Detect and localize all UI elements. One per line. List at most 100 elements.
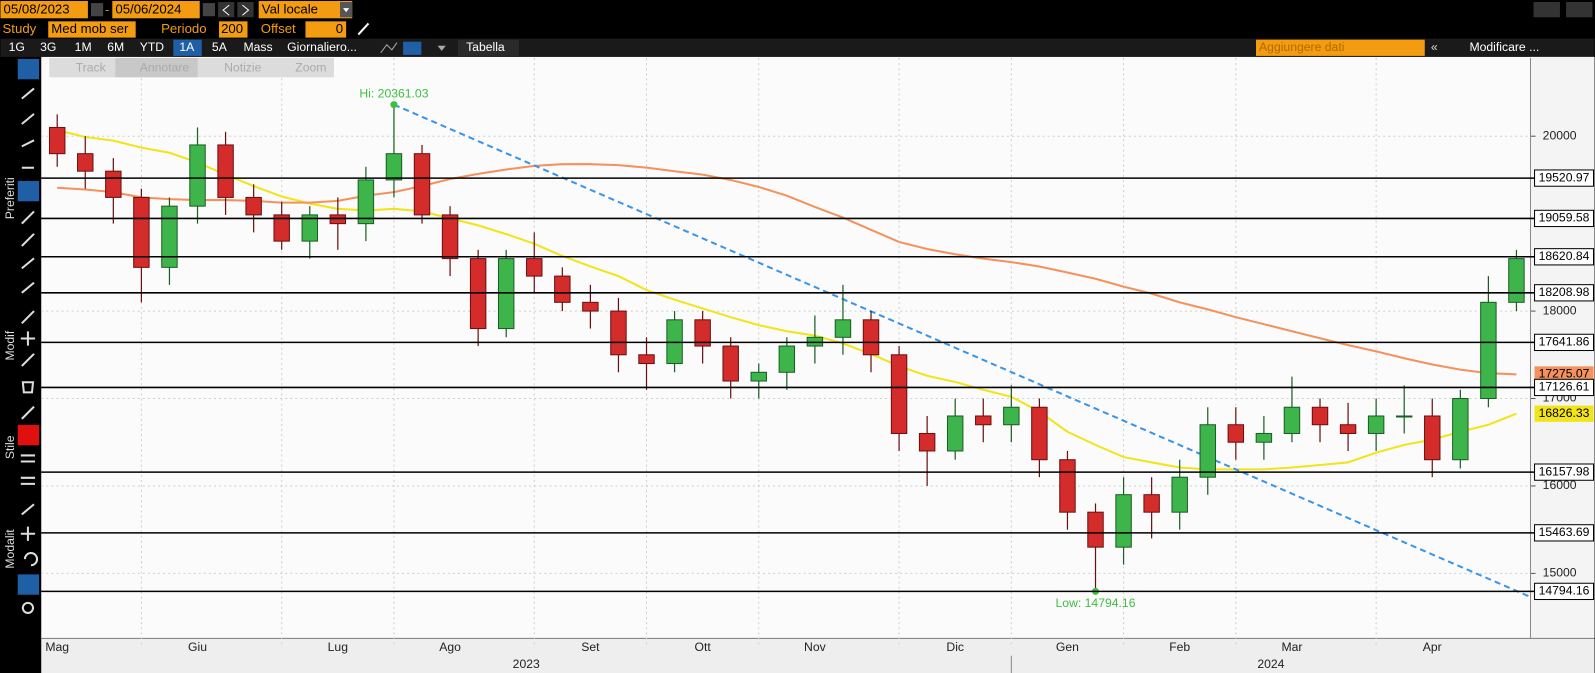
sidebar-label: Modalit [3,529,17,569]
candle-body [469,258,487,330]
text-tool[interactable] [17,180,40,202]
x-tick-label: Ago [439,640,461,654]
candle-body [189,144,206,207]
level-label: 14794.16 [1539,584,1590,598]
candle-body [750,371,767,382]
start-date-input[interactable] [0,1,88,19]
period-input[interactable] [219,21,248,38]
level-box [1534,333,1595,352]
redo-button[interactable] [1566,2,1593,18]
x-tick-label: Ott [695,640,712,654]
tool-button[interactable]: Zoom [295,60,326,74]
collapse-icon[interactable]: « [1431,40,1438,54]
moving-average [56,129,1517,471]
range-selected[interactable] [173,39,202,56]
currency: Val locale [262,2,318,17]
level-box [1534,524,1595,542]
level-box [1534,209,1595,228]
year-label: 2024 [1257,657,1284,671]
pointer-tool[interactable] [17,58,40,80]
frequency-select[interactable]: Giornaliero... [287,40,357,54]
prev-arrow [222,4,230,16]
candle-body [1508,258,1525,303]
offset-input[interactable] [305,21,347,38]
range-button[interactable]: YTD [140,40,165,54]
x-tick-label: Dic [946,640,964,654]
line-chart-icon[interactable] [380,42,398,54]
range-button[interactable]: Mass [243,40,272,54]
period-label: Periodo [161,21,207,36]
next-button[interactable] [237,2,254,18]
range-button[interactable]: 1G [9,40,25,54]
pencil-icon[interactable] [357,22,370,36]
color-tool[interactable] [17,424,40,446]
next-arrow [242,4,250,16]
candle-icon[interactable] [403,41,422,55]
candle-body [77,153,94,172]
sidebar-icons [20,87,39,614]
add-data-input[interactable] [1255,39,1425,56]
candle-body [329,214,347,225]
edit-button[interactable]: Modificare ... [1469,40,1539,54]
chart-area [41,56,1595,639]
candle-body [778,345,796,373]
range-button[interactable]: 1M [75,40,92,54]
candle-body [133,196,150,268]
candle-body [1339,424,1357,434]
candle-body [694,319,711,347]
prev-button[interactable] [218,2,235,18]
mode-tool[interactable] [17,574,40,595]
candle-body [161,205,178,268]
level-label: 16157.98 [1539,464,1590,478]
calendar-icon[interactable] [202,3,215,17]
candle-body [301,214,318,242]
candle-body [638,354,655,365]
candle-body [217,144,234,198]
candle-body [413,153,431,216]
candle-body [1283,406,1301,434]
study-input[interactable] [48,21,136,38]
candle-body [918,432,936,452]
dropdown-arrow[interactable] [437,45,446,51]
candle-body [1059,459,1076,513]
level-label: 19059.58 [1539,211,1590,225]
x-axis-area [41,638,1595,673]
x-tick-label: Nov [804,640,827,654]
x-tick-label: Mag [45,640,69,654]
range-button[interactable]: 1A [179,40,195,54]
ma-value-box [1534,405,1594,422]
y-tick-label: 16000 [1543,478,1577,492]
candle-body [1255,432,1273,443]
candle-body [245,196,262,216]
candle-body [1424,415,1441,461]
candle-body [1115,494,1132,548]
sidebar-label: Stile [3,435,17,459]
table-button[interactable] [457,39,519,56]
level-box [1534,582,1595,601]
x-tick-label: Mar [1281,640,1302,654]
undo-button[interactable] [1533,2,1560,18]
range-button[interactable]: 6M [107,40,124,54]
currency-select[interactable] [258,1,353,19]
trendline [393,103,1531,598]
level-label: 17126.61 [1539,380,1590,394]
add-data: Aggiungere dati [1259,40,1344,54]
calendar-icon[interactable] [90,3,104,17]
tool-button[interactable]: Notizie [224,60,261,74]
x-tick-label: Lug [328,640,348,654]
tool-button[interactable]: Track [76,60,107,74]
candle-body [946,415,964,452]
end-date-input[interactable] [112,1,200,19]
range-button[interactable]: 3G [40,40,56,54]
x-tick-label: Giu [188,640,207,654]
tool-button[interactable]: Annotare [140,60,190,74]
period: 200 [221,21,243,36]
x-tick-label: Apr [1423,640,1442,654]
y-tick-label: 20000 [1543,128,1577,142]
range-button[interactable]: 5A [212,40,228,54]
high-label: Hi: 20361.03 [359,87,428,101]
year-label: 2023 [513,657,540,671]
candle-body [1003,406,1020,426]
annotate-button[interactable] [115,57,198,78]
